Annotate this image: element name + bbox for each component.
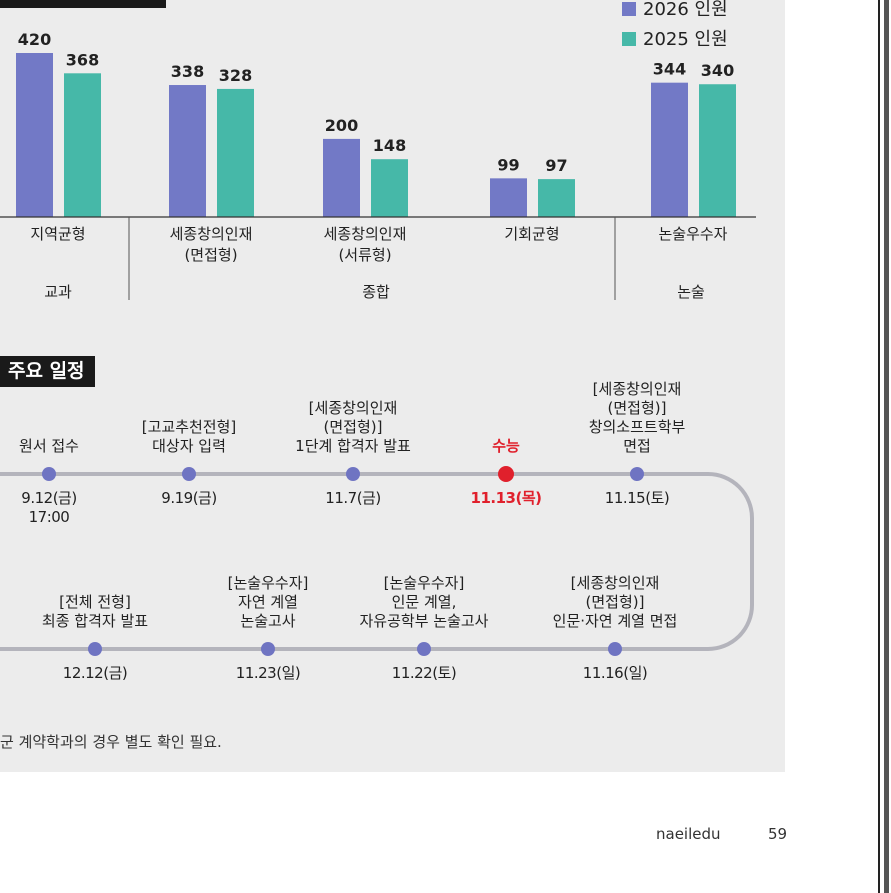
schedule-title: 주요 일정 (0, 356, 95, 387)
event-date-6: 11.23(일) (235, 664, 301, 682)
data-label-2025-0: 368 (66, 50, 99, 69)
data-label-2026-1: 338 (171, 62, 204, 81)
event-dot-5 (88, 642, 102, 656)
data-label-2025-2: 148 (373, 136, 406, 155)
legend-label-2026: 2026 인원 (643, 0, 728, 20)
legend-item-2025: 2025 인원 (622, 25, 728, 51)
bar-2025-1 (217, 88, 254, 217)
data-label-2026-2: 200 (325, 116, 358, 135)
bar-2026-4 (651, 82, 688, 217)
legend-swatch-2026 (622, 2, 636, 16)
event-label-2: [세종창의인재 (면접형)] 1단계 합격자 발표 (295, 399, 411, 455)
footnote: 군 계약학과의 경우 별도 확인 필요. (0, 733, 222, 751)
event-dot-2 (346, 467, 360, 481)
event-dot-0 (42, 467, 56, 481)
event-date-5: 12.12(금) (62, 664, 128, 682)
data-label-2026-3: 99 (497, 155, 519, 174)
data-label-2026-0: 420 (18, 30, 51, 49)
legend-swatch-2025 (622, 32, 636, 46)
timeline-track (0, 472, 754, 651)
category-label-3: 기회균형 (504, 225, 559, 243)
event-date-3: 11.13(목) (470, 489, 542, 507)
event-date-2: 11.7(금) (325, 489, 381, 507)
category-label-2: 세종창의인재 (서류형) (324, 225, 407, 264)
event-label-0: 원서 접수 (19, 437, 79, 455)
page-edge (878, 0, 891, 893)
event-dot-6 (261, 642, 275, 656)
bar-2025-0 (64, 73, 101, 217)
infographic-panel: 420 368 338 328 200 148 99 97 344 340 지역균형 세종창의인재 (면… (0, 0, 785, 772)
category-label-0: 지역균형 (30, 225, 85, 243)
group-label-2: 논술 (677, 283, 705, 301)
page-edge-bar (884, 0, 889, 893)
event-date-8: 11.16(일) (582, 664, 648, 682)
chart-title-tab (0, 0, 166, 8)
schedule-timeline (0, 466, 754, 656)
page-number: 59 (768, 825, 788, 843)
event-date-7: 11.22(토) (391, 664, 457, 682)
event-label-6: [논술우수자] 자연 계열 논술고사 (227, 574, 309, 630)
event-label-5: [전체 전형] 최종 합격자 발표 (41, 593, 149, 630)
event-label-8: [세종창의인재 (면접형)] 인문·자연 계열 면접 (552, 574, 678, 630)
data-label-2025-3: 97 (545, 156, 567, 175)
event-date-1: 9.19(금) (161, 489, 217, 507)
event-date-0: 9.12(금) 17:00 (21, 489, 77, 526)
bar-2025-3 (538, 179, 575, 217)
event-label-1: [고교추천전형] 대상자 입력 (141, 418, 237, 455)
event-label-4: [세종창의인재 (면접형)] 창의소프트학부 면접 (588, 380, 686, 455)
event-date-4: 11.15(토) (604, 489, 670, 507)
bar-2026-2 (323, 138, 360, 217)
event-dot-7 (417, 642, 431, 656)
group-label-1: 종합 (362, 283, 390, 301)
bar-2025-2 (371, 159, 408, 217)
event-dot-8 (608, 642, 622, 656)
bar-2026-3 (490, 178, 527, 217)
event-dot-1 (182, 467, 196, 481)
legend-item-2026: 2026 인원 (622, 0, 728, 21)
event-dot-4 (630, 467, 644, 481)
footer-site: naeiledu (656, 825, 721, 843)
bar-2026-0 (16, 53, 53, 217)
category-label-4: 논술우수자 (658, 225, 727, 243)
event-label-3: 수능 (492, 437, 520, 455)
page-edge-line (878, 0, 880, 893)
category-label-1: 세종창의인재 (면접형) (170, 225, 253, 264)
bar-2026-1 (169, 85, 206, 218)
group-label-0: 교과 (44, 283, 72, 301)
legend-label-2025: 2025 인원 (643, 29, 728, 50)
event-label-7: [논술우수자] 인문 계열, 자유공학부 논술고사 (359, 574, 489, 630)
data-label-2026-4: 344 (653, 60, 686, 79)
bar-chart: 420 368 338 328 200 148 99 97 344 340 지역균형 세종창의인재 (면… (0, 30, 756, 301)
bar-2025-4 (699, 84, 736, 217)
event-dot-3 (498, 466, 514, 482)
data-label-2025-4: 340 (701, 61, 734, 80)
data-label-2025-1: 328 (219, 66, 252, 85)
